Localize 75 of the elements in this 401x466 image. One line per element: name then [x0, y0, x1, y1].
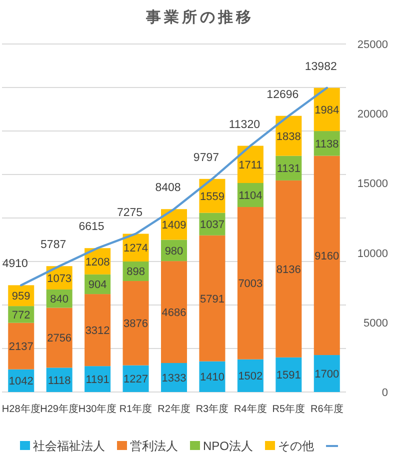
bar	[237, 207, 264, 360]
legend-label: 社会福祉法人	[33, 439, 105, 453]
data-label: 3876	[124, 318, 148, 330]
data-label: 13982	[304, 60, 337, 73]
bar	[8, 322, 34, 370]
data-label: 7003	[238, 278, 263, 290]
bar	[314, 355, 340, 392]
data-label: 3312	[85, 325, 110, 338]
y2-tick-label: 15000	[357, 178, 388, 190]
bar	[122, 281, 149, 366]
data-label: 840	[50, 294, 69, 306]
data-label: 7275	[116, 206, 143, 219]
bar	[314, 156, 340, 356]
x-tick-label: R6年度	[310, 403, 344, 415]
y2-tick-label: 0	[382, 387, 388, 399]
data-label: 9797	[193, 152, 220, 164]
data-label: 1104	[238, 190, 262, 202]
data-label: 12696	[266, 88, 299, 101]
y2-tick-label: 25000	[357, 39, 388, 51]
data-label: 904	[88, 279, 107, 292]
data-label: 1591	[276, 370, 301, 382]
bar	[161, 261, 187, 364]
data-label: 1208	[85, 256, 110, 268]
data-label: 11320	[228, 118, 260, 131]
data-label: 2756	[47, 332, 72, 345]
data-label: 5787	[40, 239, 66, 252]
data-label: 1984	[314, 104, 340, 116]
data-label: 8136	[276, 264, 301, 276]
x-tick-label: R5年度	[272, 403, 306, 415]
data-label: 772	[12, 309, 30, 322]
bar	[199, 235, 226, 362]
y2-tick-label: 20000	[357, 108, 388, 121]
x-tick-label: H29年度	[40, 403, 79, 415]
data-label: 1191	[86, 374, 110, 386]
data-label: 1700	[314, 368, 340, 381]
x-tick-label: R3年度	[196, 403, 229, 415]
data-label: 5791	[200, 293, 224, 306]
bar	[46, 308, 72, 368]
data-label: 1042	[8, 376, 34, 388]
legend-label: 営利法人	[130, 439, 178, 453]
data-label: 1118	[48, 374, 71, 387]
x-tick-label: H28年度	[2, 403, 40, 415]
data-label: 898	[126, 266, 145, 278]
data-label: 1333	[162, 372, 186, 385]
data-label: 1131	[276, 163, 300, 176]
x-tick-label: R1年度	[119, 403, 152, 415]
data-label: 1410	[200, 372, 224, 384]
data-label: 1073	[47, 272, 72, 285]
data-label: 1838	[276, 130, 301, 143]
legend-label: NPO法人	[203, 439, 254, 453]
data-label: 1227	[124, 374, 148, 386]
data-label: 980	[164, 245, 184, 258]
data-label: 6615	[78, 221, 104, 234]
data-label: 4910	[2, 258, 28, 270]
bar	[276, 180, 302, 358]
data-label: 1559	[200, 190, 224, 203]
data-label: 4686	[162, 307, 186, 320]
data-label: 1409	[162, 219, 186, 232]
y2-tick-label: 5000	[364, 317, 388, 330]
data-label: 1274	[124, 242, 148, 255]
data-label: 959	[12, 290, 30, 303]
data-label: 2137	[8, 341, 34, 354]
data-label: 9160	[314, 250, 340, 262]
x-tick-label: H30年度	[78, 403, 117, 415]
data-label: 1037	[200, 219, 224, 232]
legend-label: その他	[278, 439, 314, 453]
chart-title: 事業所の推移	[145, 9, 254, 26]
data-label: 1502	[238, 370, 263, 383]
data-label: 8408	[155, 182, 181, 194]
x-tick-label: R4年度	[234, 403, 267, 415]
data-label: 1711	[238, 159, 262, 172]
bar	[84, 294, 111, 366]
y2-tick-label: 10000	[357, 248, 388, 260]
x-tick-label: R2年度	[158, 403, 190, 415]
data-label: 1138	[315, 138, 339, 150]
